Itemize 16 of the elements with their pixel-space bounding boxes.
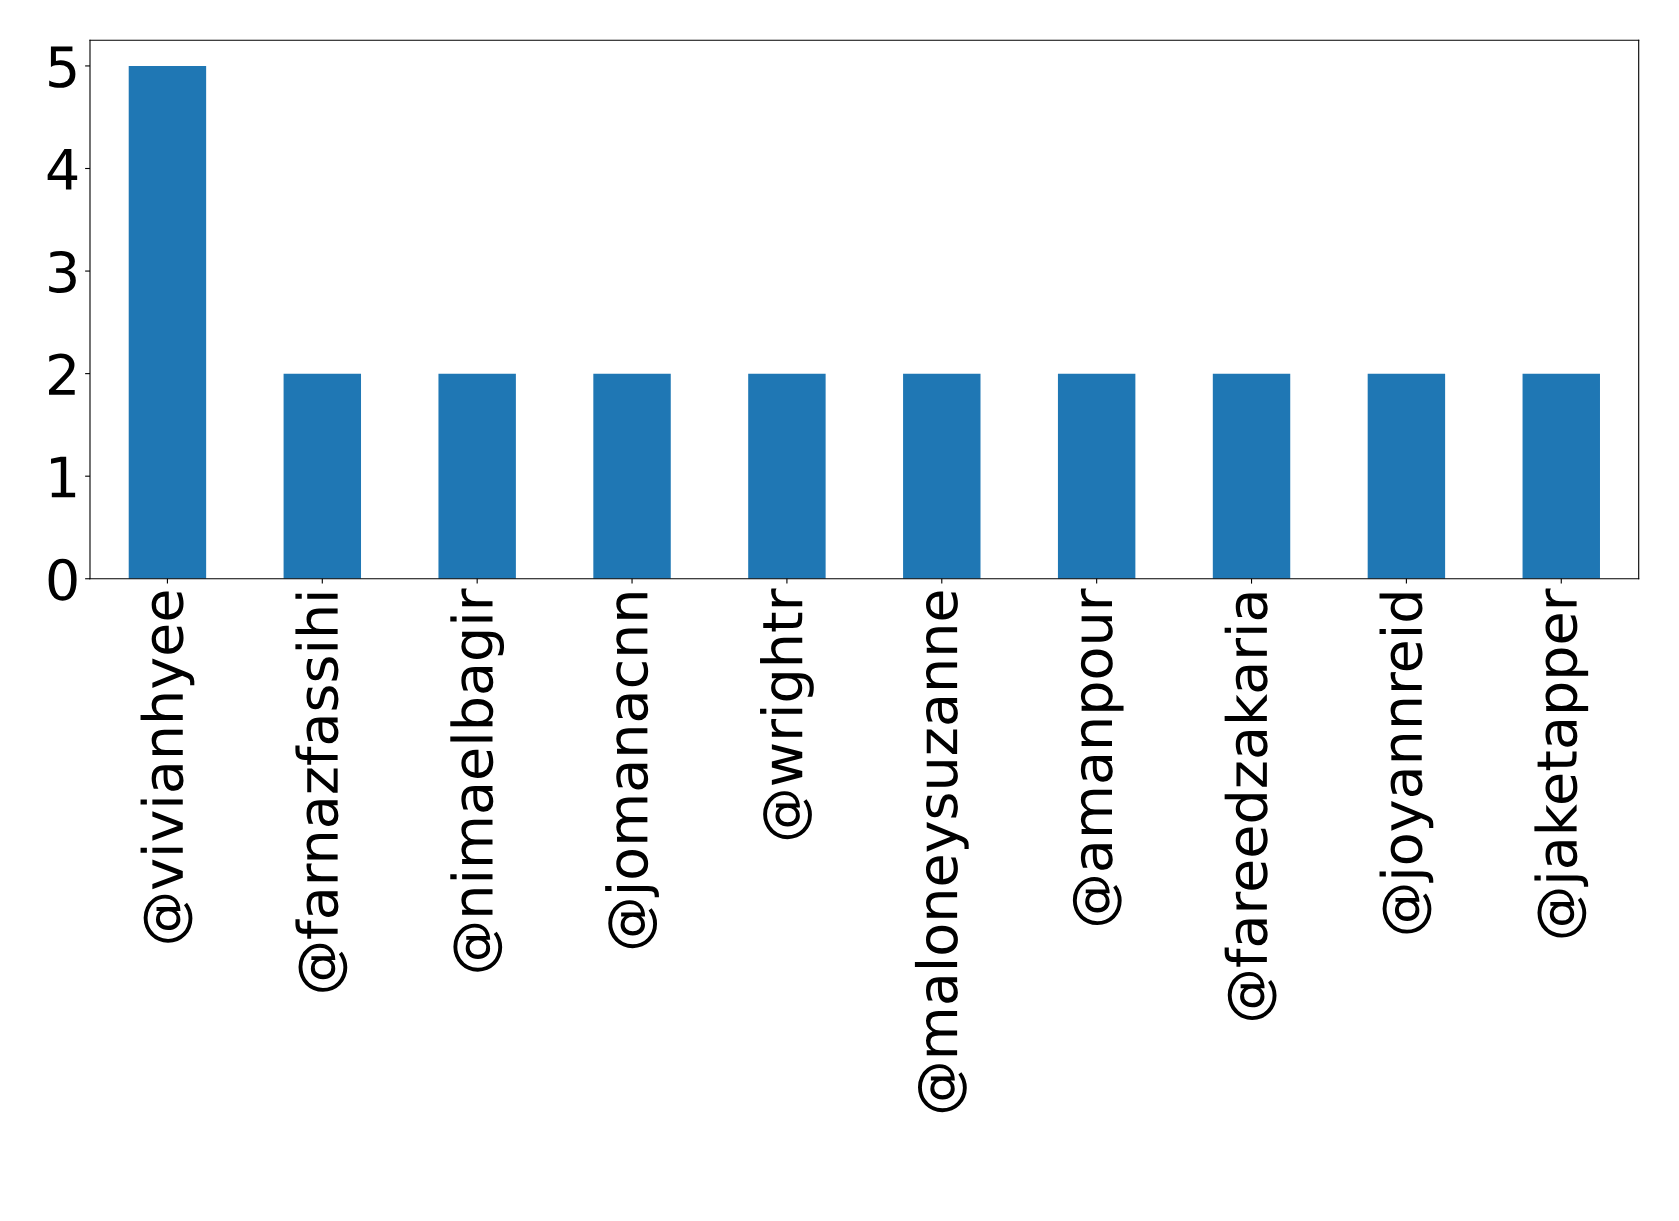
y-tick-label: 5 (49, 46, 76, 88)
y-tick-label: 1 (51, 456, 76, 498)
x-tick-label: @fareedzakaria (1224, 593, 1277, 1020)
x-tick-label: @nimaelbagir (450, 588, 505, 972)
y-tick-label: 3 (49, 250, 76, 293)
y-tick-label: 4 (47, 149, 78, 190)
x-tick-label: @jaketapper (1534, 588, 1589, 938)
x-tick-label: @amanpour (1072, 588, 1124, 926)
x-tick-label: @farnazfassihi (295, 593, 348, 992)
y-tick-label: 0 (48, 558, 77, 601)
x-tick-label: @wrightr (760, 588, 814, 840)
x-tick-label: @vivianhyee (140, 591, 195, 943)
y-tick-label: 2 (49, 353, 75, 395)
x-tick-label: @maloneysuzanne (914, 591, 969, 1113)
x-tick-label: @jomanacnn (605, 593, 659, 949)
x-tick-label: @joyannreid (1379, 593, 1434, 934)
